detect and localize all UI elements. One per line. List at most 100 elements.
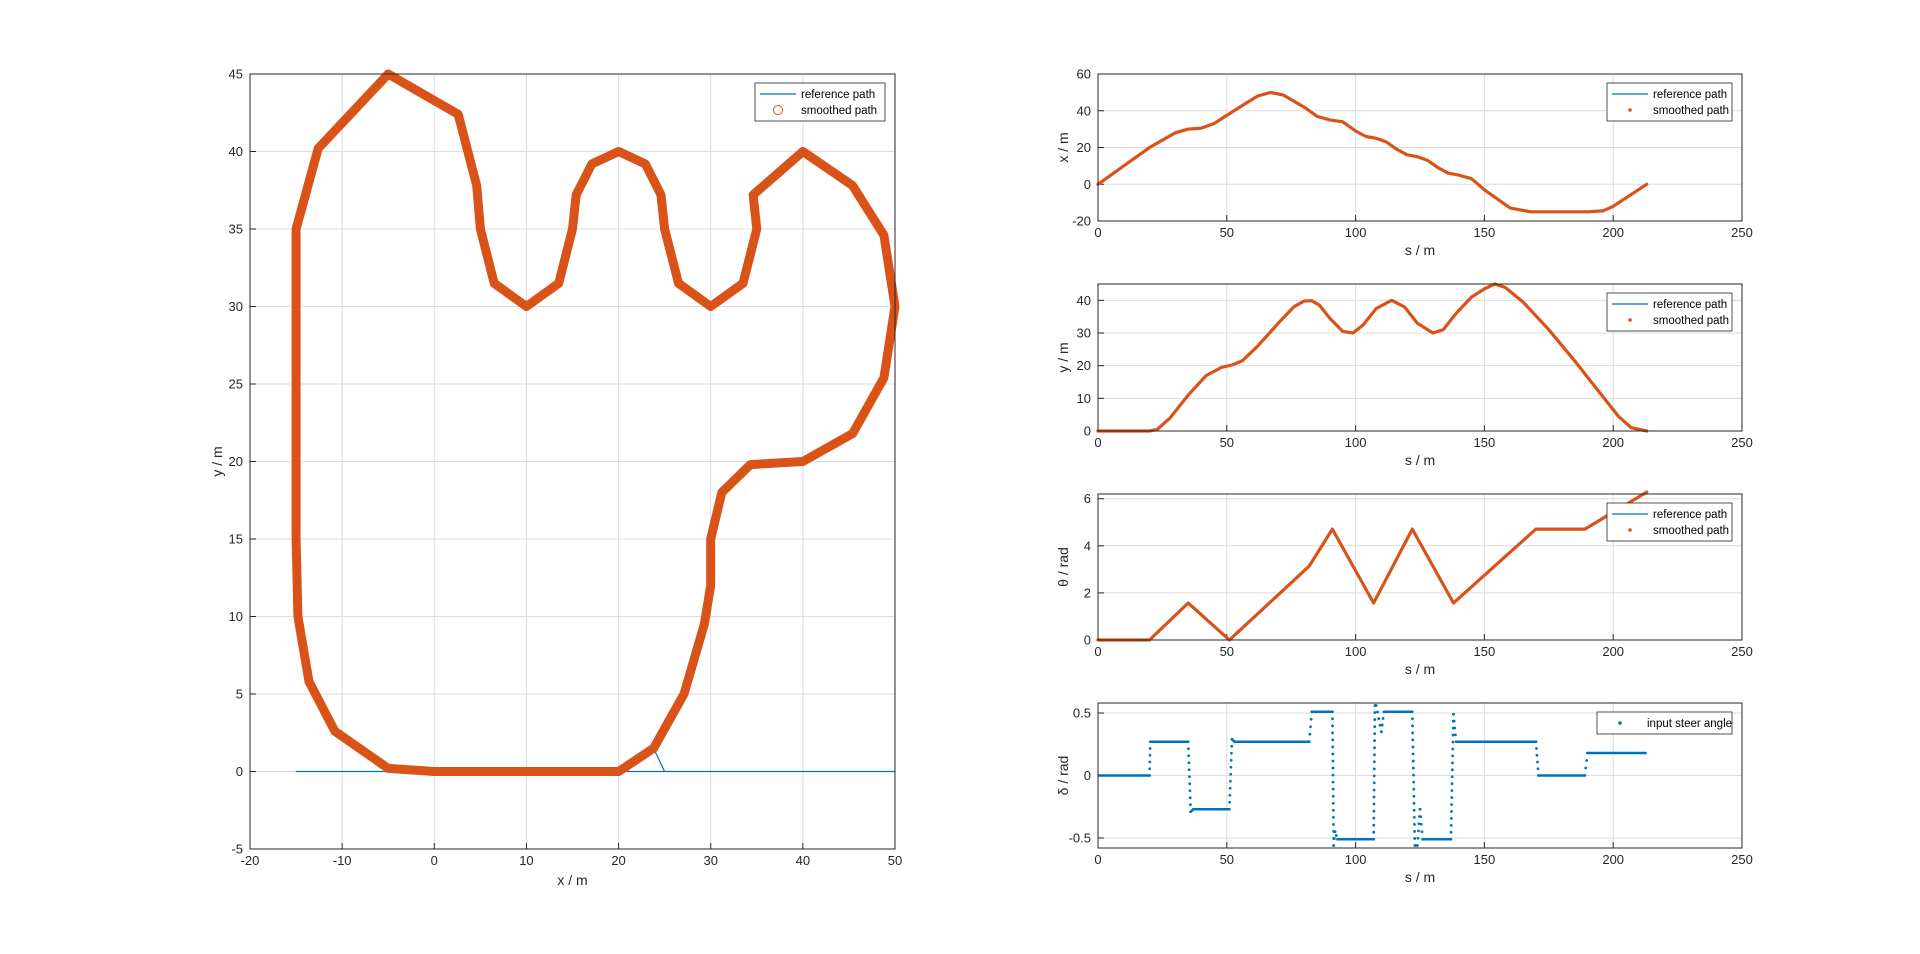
steer-point (1331, 787, 1335, 791)
legend-label: reference path (801, 89, 875, 101)
steer-point (1534, 740, 1538, 744)
legend-circle-swatch (773, 105, 783, 115)
x-tick-label: 50 (1220, 852, 1234, 867)
x-tick-label: 30 (703, 853, 717, 868)
axes-box (1097, 702, 1743, 849)
legend-dot-swatch (1628, 108, 1632, 112)
steer-point (1372, 823, 1376, 827)
x-tick-label: -10 (333, 853, 352, 868)
steer-point (1417, 822, 1421, 826)
steer-point (1583, 774, 1587, 777)
x-axis-label: s / m (1405, 452, 1435, 468)
y-tick-label: 10 (229, 609, 243, 624)
steer-point (1374, 704, 1378, 707)
steer-point (1331, 780, 1335, 784)
steer-point (1331, 724, 1334, 728)
chart-y-vs-s: 0 50 100 150 200 250 0 10 20 30 40 s / m y / m refere… (1055, 282, 1753, 468)
y-tick-label: 0 (1084, 177, 1091, 192)
steer-point (1420, 830, 1424, 834)
x-tick-label: 200 (1602, 852, 1624, 867)
steer-point (1454, 733, 1457, 737)
y-tick-label: 35 (229, 222, 243, 237)
steer-point (1229, 772, 1233, 776)
x-tick-label: 200 (1602, 435, 1624, 450)
y-tick-label: 0 (236, 764, 243, 779)
steer-point (1332, 837, 1336, 841)
x-tick-label: 0 (1094, 644, 1101, 659)
y-tick-label: 0 (1084, 633, 1091, 648)
steer-point (1228, 786, 1232, 790)
steer-point (1413, 822, 1416, 826)
steer-point (1449, 823, 1453, 827)
y-tick-label: 5 (236, 687, 243, 702)
steer-point (1372, 802, 1376, 806)
x-tick-label: 200 (1602, 225, 1624, 240)
steer-point (1418, 807, 1422, 811)
legend-dot-swatch (1628, 528, 1632, 532)
steer-point (1380, 723, 1384, 727)
x-tick-label: -20 (241, 853, 260, 868)
steer-point (1451, 761, 1454, 765)
steer-point (1535, 753, 1539, 757)
steer-point (1332, 844, 1336, 847)
steer-point (1411, 717, 1414, 721)
steer-point (1188, 796, 1192, 800)
steer-point (1373, 711, 1377, 714)
y-axis-label: y / m (209, 446, 225, 476)
y-tick-label: 15 (229, 532, 243, 547)
steer-point (1585, 759, 1588, 762)
legend-label: reference path (1653, 89, 1727, 101)
chart-delta-vs-s: 0 50 100 150 200 250-0.500.5s / mδ / radinput… (1055, 702, 1753, 885)
steer-point (1187, 768, 1191, 772)
steer-point (1148, 767, 1152, 771)
steer-point (1373, 739, 1376, 743)
steer-point (1450, 810, 1453, 813)
steer-point (1450, 782, 1454, 786)
steer-point (1148, 760, 1152, 764)
legend-label: reference path (1653, 509, 1727, 521)
steer-point (1450, 768, 1454, 772)
steer-point (1451, 754, 1455, 758)
steer-point (1148, 753, 1152, 757)
y-tick-label: 0 (1084, 768, 1091, 783)
legend-label: smoothed path (1653, 105, 1729, 117)
x-tick-label: 0 (1094, 852, 1101, 867)
legend-box (1606, 292, 1733, 332)
steer-point (1412, 794, 1416, 798)
legend-box (1606, 502, 1733, 542)
steer-point (1412, 801, 1416, 805)
legend-dot-swatch (1618, 721, 1622, 725)
steer-point (1413, 837, 1417, 840)
steer-point (1373, 725, 1377, 729)
x-tick-label: 250 (1731, 225, 1753, 240)
steer-point (1536, 760, 1539, 764)
x-tick-label: 250 (1731, 435, 1753, 450)
steer-point (1188, 782, 1192, 786)
steer-point (1186, 740, 1190, 744)
steer-point (1449, 830, 1453, 834)
x-axis-label: s / m (1405, 661, 1435, 677)
steer-point (1535, 747, 1538, 750)
steer-point (1536, 767, 1540, 771)
steer-point (1229, 779, 1232, 783)
steer-point (1373, 753, 1376, 757)
y-tick-label: 2 (1084, 585, 1091, 600)
steer-point (1331, 717, 1334, 721)
y-tick-label: 40 (1077, 293, 1091, 308)
steer-point (1412, 815, 1416, 819)
chart-theta-vs-s: 0 50 100 150 200 250 0 2 4 6 s / m θ / rad reference… (1055, 490, 1753, 677)
steer-point (1331, 752, 1335, 756)
steer-point (1410, 710, 1414, 714)
steer-point (1187, 761, 1191, 765)
series-dot-trace-1 (1096, 90, 1649, 214)
steer-point (1372, 781, 1376, 785)
steer-point (1228, 793, 1232, 797)
x-tick-label: 100 (1345, 225, 1367, 240)
steer-point (1411, 724, 1414, 728)
steer-point (1332, 822, 1335, 826)
steer-point (1373, 746, 1376, 750)
steer-point (1331, 808, 1335, 812)
x-tick-label: 150 (1474, 225, 1496, 240)
steer-point (1412, 808, 1416, 812)
